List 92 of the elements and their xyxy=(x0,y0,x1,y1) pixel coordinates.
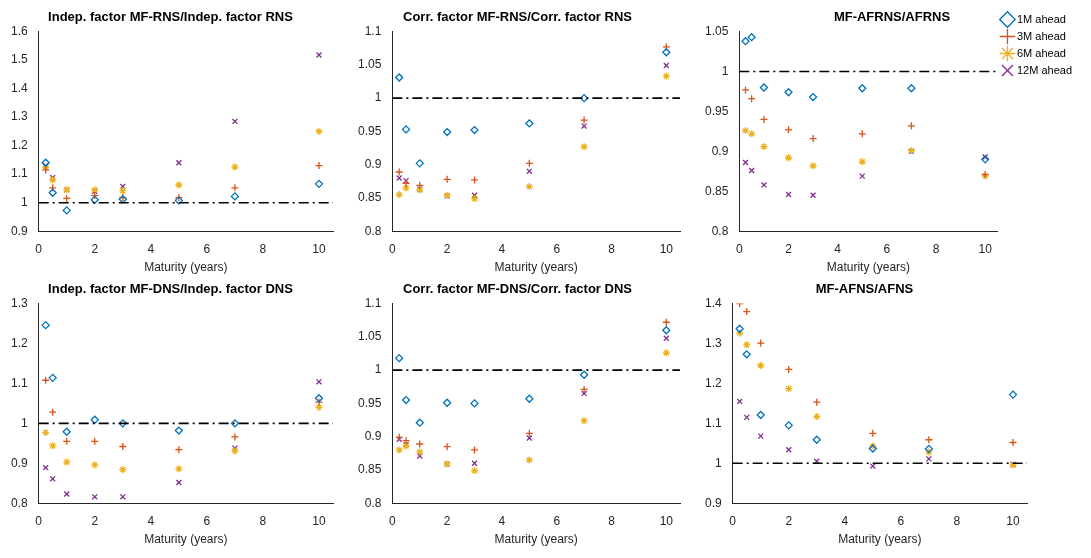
y-tick-label: 0.9 xyxy=(10,455,28,470)
y-tick-label: 0.9 xyxy=(711,143,729,158)
x-tick-label: 2 xyxy=(91,513,99,528)
chart-title: Corr. factor MF-RNS/Corr. factor RNS xyxy=(403,9,633,25)
y-tick-label: 1.1 xyxy=(364,23,382,38)
x-tick-label: 10 xyxy=(659,241,674,256)
x-tick-label: 8 xyxy=(953,513,961,528)
x-tick-label: 6 xyxy=(203,241,211,256)
x-tick-label: 6 xyxy=(553,513,561,528)
chart-title: Indep. factor MF-DNS/Indep. factor DNS xyxy=(48,281,294,297)
y-tick-label: 1.05 xyxy=(358,57,382,72)
x-tick-label: 0 xyxy=(35,241,43,256)
x-tick-label: 6 xyxy=(897,513,905,528)
y-tick-label: 1.1 xyxy=(10,375,28,390)
x-axis-title: Maturity (years) xyxy=(144,260,228,275)
y-tick-label: 0.85 xyxy=(705,183,729,198)
y-tick-label: 1.05 xyxy=(358,329,382,344)
y-tick-label: 0.95 xyxy=(358,395,382,410)
y-tick-label: 0.8 xyxy=(364,495,382,510)
x-tick-label: 0 xyxy=(389,241,397,256)
chart-title: Indep. factor MF-RNS/Indep. factor RNS xyxy=(48,9,294,25)
x-tick-label: 4 xyxy=(834,241,842,256)
x-tick-label: 8 xyxy=(932,241,940,256)
x-axis-title: Maturity (years) xyxy=(144,532,228,547)
y-tick-label: 1 xyxy=(20,195,28,209)
x-tick-label: 10 xyxy=(1006,513,1020,528)
x-tick-label: 6 xyxy=(883,241,891,256)
legend-label: 1M ahead xyxy=(1016,12,1066,25)
x-tick-label: 10 xyxy=(978,241,993,256)
legend-label: 12M ahead xyxy=(1016,63,1072,76)
x-tick-label: 0 xyxy=(729,513,737,528)
y-tick-label: 0.8 xyxy=(364,223,382,238)
x-axis-title: Maturity (years) xyxy=(826,260,911,275)
legend-label: 3M ahead xyxy=(1016,29,1066,42)
y-tick-label: 1.2 xyxy=(704,375,722,390)
x-tick-label: 8 xyxy=(608,241,616,256)
y-tick-label: 1 xyxy=(20,415,28,430)
x-tick-label: 4 xyxy=(147,241,155,256)
x-tick-label: 10 xyxy=(312,513,326,528)
y-tick-label: 0.85 xyxy=(358,462,382,477)
x-tick-label: 0 xyxy=(389,513,397,528)
y-tick-label: 1.2 xyxy=(10,335,28,350)
y-tick-label: 1.2 xyxy=(10,137,28,152)
x-tick-label: 2 xyxy=(91,241,99,256)
y-tick-label: 1.1 xyxy=(364,295,382,310)
x-tick-label: 8 xyxy=(608,513,616,528)
y-tick-label: 1 xyxy=(374,362,382,377)
chart-title: MF-AFNS/AFNS xyxy=(815,281,914,297)
y-tick-label: 0.95 xyxy=(358,123,382,138)
y-tick-label: 1.3 xyxy=(10,295,28,310)
y-tick-label: 0.8 xyxy=(10,495,28,510)
x-tick-label: 10 xyxy=(312,241,326,256)
y-tick-label: 0.9 xyxy=(364,156,382,171)
x-axis-title: Maturity (years) xyxy=(494,260,578,275)
chart-title: Corr. factor MF-DNS/Corr. factor DNS xyxy=(403,281,633,297)
y-tick-label: 1.4 xyxy=(704,295,722,310)
x-tick-label: 4 xyxy=(498,513,506,528)
chart-title: MF-AFRNS/AFRNS xyxy=(833,9,951,25)
y-tick-label: 1 xyxy=(374,90,382,105)
y-tick-label: 1.3 xyxy=(10,109,28,124)
x-tick-label: 8 xyxy=(259,513,267,528)
x-tick-label: 4 xyxy=(498,241,506,256)
x-tick-label: 6 xyxy=(203,513,211,528)
x-tick-label: 0 xyxy=(35,513,43,528)
y-tick-label: 0.85 xyxy=(358,190,382,205)
x-tick-label: 2 xyxy=(443,241,451,256)
x-axis-title: Maturity (years) xyxy=(494,532,578,547)
y-tick-label: 1.1 xyxy=(10,166,28,181)
x-tick-label: 2 xyxy=(443,513,451,528)
y-tick-label: 1.5 xyxy=(10,52,28,67)
x-tick-label: 0 xyxy=(736,241,744,256)
x-tick-label: 6 xyxy=(553,241,561,256)
y-tick-label: 0.9 xyxy=(364,428,382,443)
x-tick-label: 2 xyxy=(785,241,793,256)
y-tick-label: 0.8 xyxy=(711,223,729,238)
x-axis-title: Maturity (years) xyxy=(838,532,922,547)
y-tick-label: 1.4 xyxy=(10,80,28,95)
y-tick-label: 1.6 xyxy=(10,23,28,38)
y-tick-label: 1.3 xyxy=(704,335,722,350)
x-tick-label: 4 xyxy=(841,513,849,528)
y-tick-label: 1 xyxy=(714,455,722,470)
x-tick-label: 4 xyxy=(147,513,155,528)
y-tick-label: 1.05 xyxy=(705,23,729,38)
y-tick-label: 0.95 xyxy=(705,103,729,118)
x-tick-label: 2 xyxy=(785,513,793,528)
y-tick-label: 1 xyxy=(721,63,729,78)
y-tick-label: 1.1 xyxy=(704,415,722,430)
x-tick-label: 10 xyxy=(659,513,674,528)
y-tick-label: 0.9 xyxy=(10,223,28,238)
x-tick-label: 8 xyxy=(259,241,267,256)
y-tick-label: 0.9 xyxy=(704,495,722,510)
legend-label: 6M ahead xyxy=(1016,46,1066,59)
